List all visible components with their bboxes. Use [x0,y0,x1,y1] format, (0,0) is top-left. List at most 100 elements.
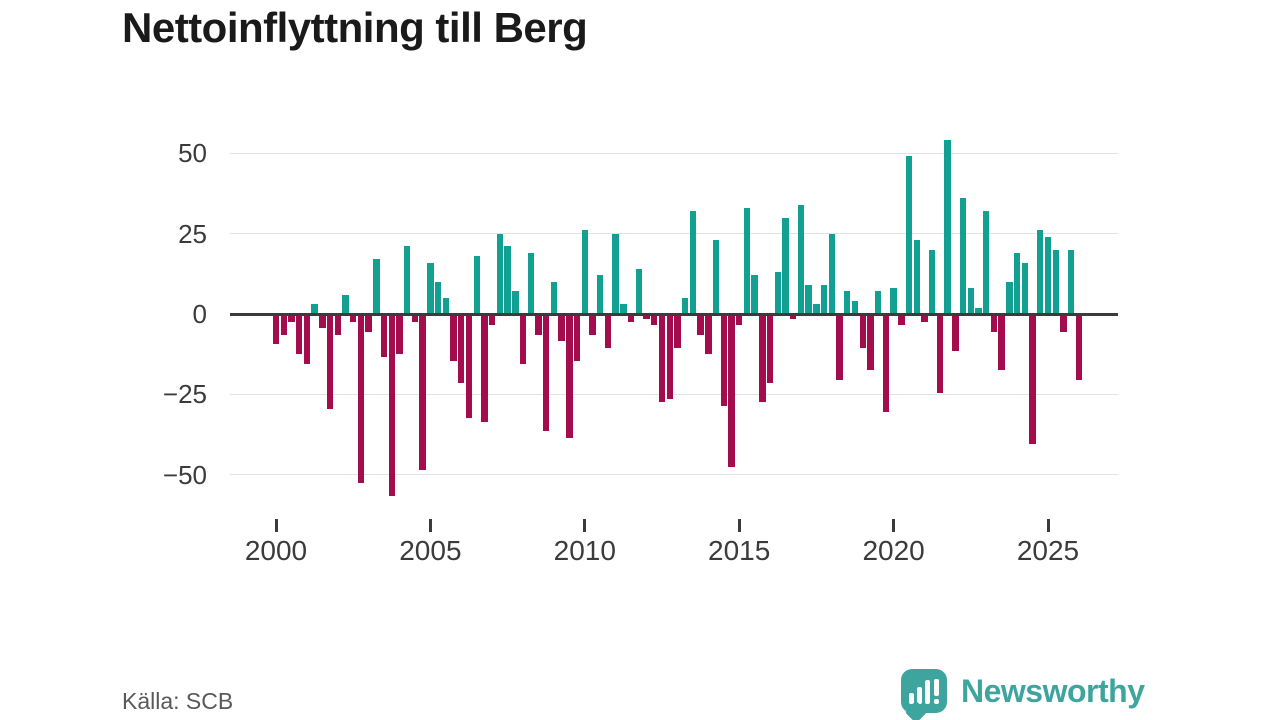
bar [774,272,781,314]
bar [1075,315,1083,380]
bar [820,285,828,314]
y-axis-label: 0 [192,299,207,329]
bar [728,315,735,467]
bar [380,315,388,358]
bar [558,315,565,342]
bar [836,315,843,380]
bar [790,315,797,319]
logo-exclamation-glyph [934,679,939,704]
x-axis-label: 2025 [1016,535,1080,566]
bar [280,315,287,335]
x-axis-tick [892,519,896,532]
bar [782,217,789,314]
y-axis-label: −25 [162,379,207,410]
source-note: Källa: SCB [122,688,234,714]
bar [828,233,836,314]
logo-chart-icon [901,669,947,713]
bar [759,315,766,403]
bar [913,240,920,314]
bar [967,288,974,314]
bar [944,140,951,314]
x-axis-tick [274,519,278,532]
bar [303,315,311,364]
bar [712,240,720,314]
bar [813,304,820,314]
x-axis-label: 2005 [399,535,462,566]
x-axis-label: 2020 [862,535,925,566]
bar [458,315,465,383]
bar [898,315,905,326]
bar [519,315,527,364]
bar [473,256,480,314]
bar [975,307,982,314]
bar [635,268,643,314]
bar [844,291,851,314]
x-axis-tick [1046,519,1050,532]
x-axis-label: 2010 [553,535,616,566]
page-title: Nettoinflyttning till Berg [122,4,588,51]
bar [859,315,866,348]
bar [496,233,504,314]
bar [1021,262,1029,314]
bar [357,315,365,483]
gridline [230,233,1118,235]
x-axis-tick [428,519,432,532]
bar [404,246,411,314]
bar [1013,252,1021,314]
y-axis-label: 50 [178,138,207,169]
gridline [230,152,1118,154]
x-axis-tick [583,519,587,532]
bar [434,281,442,314]
gridline [230,393,1118,395]
bar [681,297,689,314]
bar [504,246,511,314]
bar [388,315,395,496]
bar [952,315,959,351]
bar [411,315,419,322]
bar [990,315,998,332]
bar [442,297,450,314]
bar [766,315,774,383]
bar [342,294,349,314]
bar [419,315,426,470]
bar [1044,236,1052,314]
y-axis-label: 25 [178,218,207,249]
bar [295,315,303,355]
bar [1052,249,1059,314]
bar [736,315,743,326]
bar [589,315,596,335]
bar [597,275,604,314]
bar [481,315,488,422]
bar [512,291,519,314]
bar [1037,230,1044,314]
bar [272,315,280,345]
bar [905,156,913,314]
bar [929,249,936,314]
zero-axis-line [230,312,1118,316]
bar [450,315,457,361]
bar [658,315,666,403]
bar [1060,315,1067,332]
bar [1067,249,1075,314]
bar [396,315,403,355]
bar [543,315,550,432]
bar [921,315,928,322]
bar [643,315,650,319]
bar [797,204,805,314]
bar [674,315,681,348]
gridline [230,474,1118,476]
logo-text: Newsworthy [961,672,1145,709]
bar [319,315,326,329]
bar [689,211,697,314]
bar [566,315,573,438]
bar [365,315,372,332]
bar [373,259,380,314]
bar [666,315,673,400]
bar [867,315,874,371]
bar [743,207,751,314]
bar [465,315,473,419]
bar [573,315,581,361]
bar [890,288,897,314]
bar [488,315,496,326]
bar [1006,281,1013,314]
